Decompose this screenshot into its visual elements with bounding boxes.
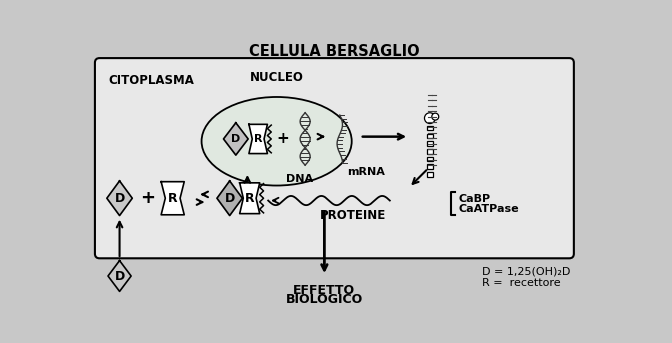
Text: R: R	[254, 134, 262, 144]
Text: CaATPase: CaATPase	[458, 204, 519, 214]
Bar	[427, 141, 433, 146]
Text: +: +	[276, 131, 289, 146]
Text: R: R	[168, 192, 177, 205]
Text: +: +	[140, 189, 155, 207]
Text: CaBP: CaBP	[458, 194, 491, 204]
Text: DNA: DNA	[286, 174, 313, 184]
Text: CELLULA BERSAGLIO: CELLULA BERSAGLIO	[249, 44, 420, 59]
Text: PROTEINE: PROTEINE	[320, 209, 386, 222]
Bar	[427, 133, 433, 138]
Circle shape	[425, 113, 435, 123]
Bar	[427, 164, 433, 169]
Text: D: D	[224, 192, 235, 205]
Text: mRNA: mRNA	[347, 167, 385, 177]
Bar	[427, 126, 433, 130]
Ellipse shape	[202, 97, 351, 186]
Text: D: D	[114, 270, 125, 283]
Text: BIOLOGICO: BIOLOGICO	[286, 293, 363, 306]
Bar	[427, 149, 433, 154]
Text: R: R	[245, 192, 255, 205]
Text: R =  recettore: R = recettore	[482, 277, 561, 287]
Polygon shape	[224, 123, 248, 155]
Polygon shape	[240, 183, 259, 214]
Text: EFFETTO: EFFETTO	[293, 284, 355, 297]
FancyBboxPatch shape	[95, 58, 574, 258]
Polygon shape	[108, 261, 131, 292]
Text: D: D	[231, 134, 241, 144]
Circle shape	[432, 113, 439, 120]
Text: CITOPLASMA: CITOPLASMA	[109, 73, 195, 86]
Bar	[427, 172, 433, 177]
Text: NUCLEO: NUCLEO	[250, 71, 304, 84]
Polygon shape	[249, 124, 267, 154]
Text: D: D	[114, 192, 125, 205]
Polygon shape	[107, 181, 132, 215]
Polygon shape	[217, 181, 243, 215]
Bar	[427, 157, 433, 161]
Polygon shape	[161, 182, 184, 215]
Text: D = 1,25(OH)₂D: D = 1,25(OH)₂D	[482, 267, 571, 277]
